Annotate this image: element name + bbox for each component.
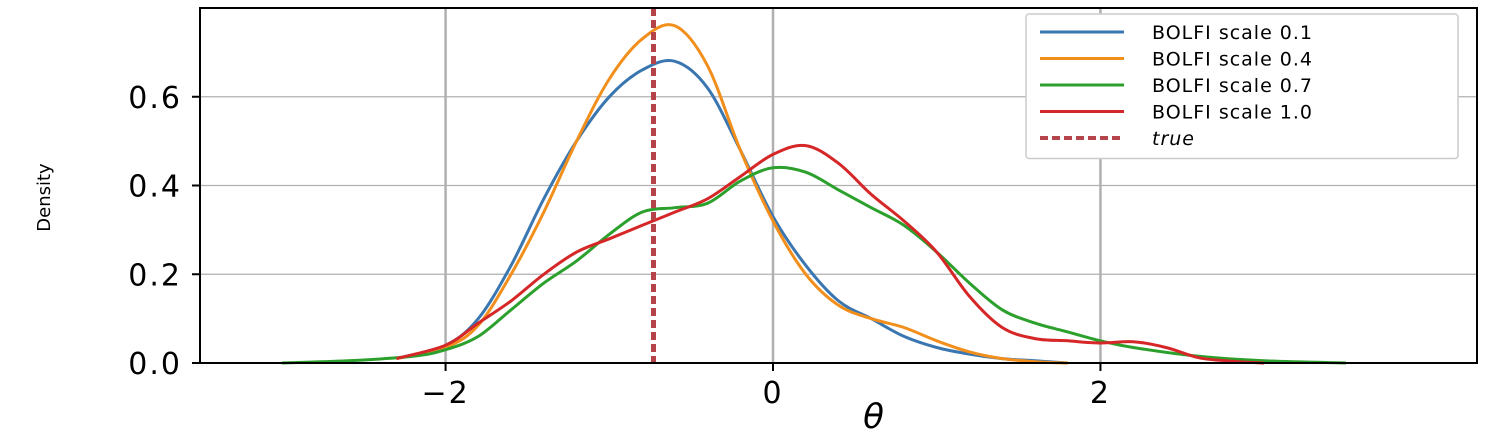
y-tick-label: 0.0 bbox=[128, 347, 182, 382]
legend: BOLFI scale 0.1 BOLFI scale 0.4 BOLFI scal… bbox=[1025, 13, 1459, 160]
legend-label: BOLFI scale 0.4 bbox=[1152, 49, 1313, 71]
x-ticks: −2 0 2 bbox=[421, 363, 1111, 411]
series-line bbox=[396, 59, 1068, 365]
legend-label: true bbox=[1152, 128, 1195, 150]
legend-label: BOLFI scale 1.0 bbox=[1152, 102, 1313, 124]
y-tick-label: 0.2 bbox=[128, 258, 182, 293]
series-line bbox=[396, 23, 1068, 365]
x-tick-label: 2 bbox=[1090, 376, 1111, 411]
x-tick-label: 0 bbox=[762, 376, 783, 411]
series-line bbox=[281, 165, 1347, 365]
y-ticks: 0.0 0.2 0.4 0.6 bbox=[128, 81, 200, 382]
y-tick-label: 0.6 bbox=[128, 81, 182, 116]
legend-label: BOLFI scale 0.7 bbox=[1152, 75, 1313, 97]
y-axis-label: Density bbox=[34, 163, 55, 232]
series-lines bbox=[281, 23, 1347, 365]
legend-box bbox=[1025, 13, 1459, 160]
legend-label: BOLFI scale 0.1 bbox=[1152, 22, 1313, 44]
y-tick-label: 0.4 bbox=[128, 170, 182, 205]
x-axis-label: θ bbox=[863, 397, 884, 436]
x-tick-label: −2 bbox=[421, 376, 469, 411]
series-line bbox=[396, 143, 1265, 365]
